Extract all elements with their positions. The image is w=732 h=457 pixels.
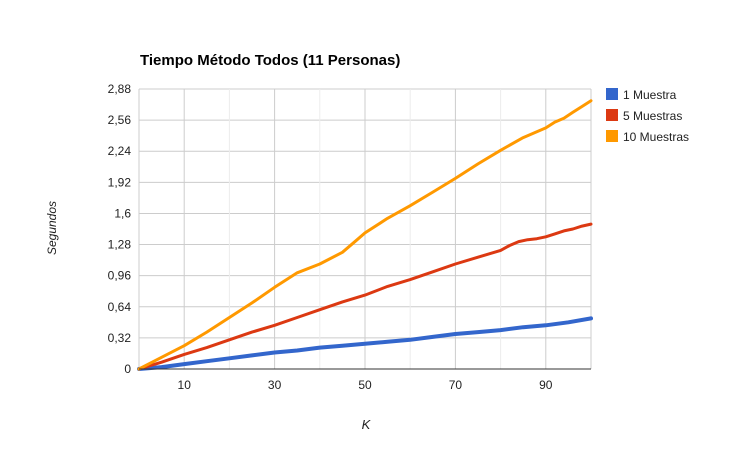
legend-label: 1 Muestra: [623, 88, 677, 102]
series-layer: [137, 99, 593, 371]
chart-title: Tiempo Método Todos (11 Personas): [140, 52, 400, 69]
y-tick-label: 0,32: [108, 331, 132, 345]
y-tick-label: 1,92: [108, 175, 132, 189]
y-tick-label: 0: [124, 362, 131, 376]
legend: 1 Muestra 5 Muestras 10 Muestras: [606, 88, 689, 144]
y-tick-label: 1,28: [108, 238, 132, 252]
x-tick-label: 30: [268, 378, 282, 392]
y-axis-label: Segundos: [45, 201, 59, 255]
legend-swatch: [606, 109, 618, 121]
x-tick-label: 70: [449, 378, 463, 392]
x-tick-label: 90: [539, 378, 553, 392]
axis-layer: 0 0,32 0,64 0,96 1,28 1,6 1,92 2,24 2,56 2,88 10 30…: [108, 82, 591, 392]
y-tick-label: 0,64: [108, 300, 132, 314]
series-line-3: [137, 99, 593, 371]
x-axis-label: K: [362, 417, 372, 432]
x-tick-label: 50: [358, 378, 372, 392]
y-tick-label: 0,96: [108, 269, 132, 283]
y-tick-label: 2,88: [108, 82, 132, 96]
legend-label: 10 Muestras: [623, 130, 689, 144]
x-tick-label: 10: [178, 378, 192, 392]
y-tick-label: 2,56: [108, 113, 132, 127]
legend-label: 5 Muestras: [623, 109, 682, 123]
legend-swatch: [606, 88, 618, 100]
y-tick-label: 2,24: [108, 144, 132, 158]
series-line-2: [137, 222, 593, 371]
legend-swatch: [606, 130, 618, 142]
series-line-1: [137, 316, 593, 371]
y-tick-label: 1,6: [114, 206, 131, 220]
grid: [138, 88, 592, 369]
